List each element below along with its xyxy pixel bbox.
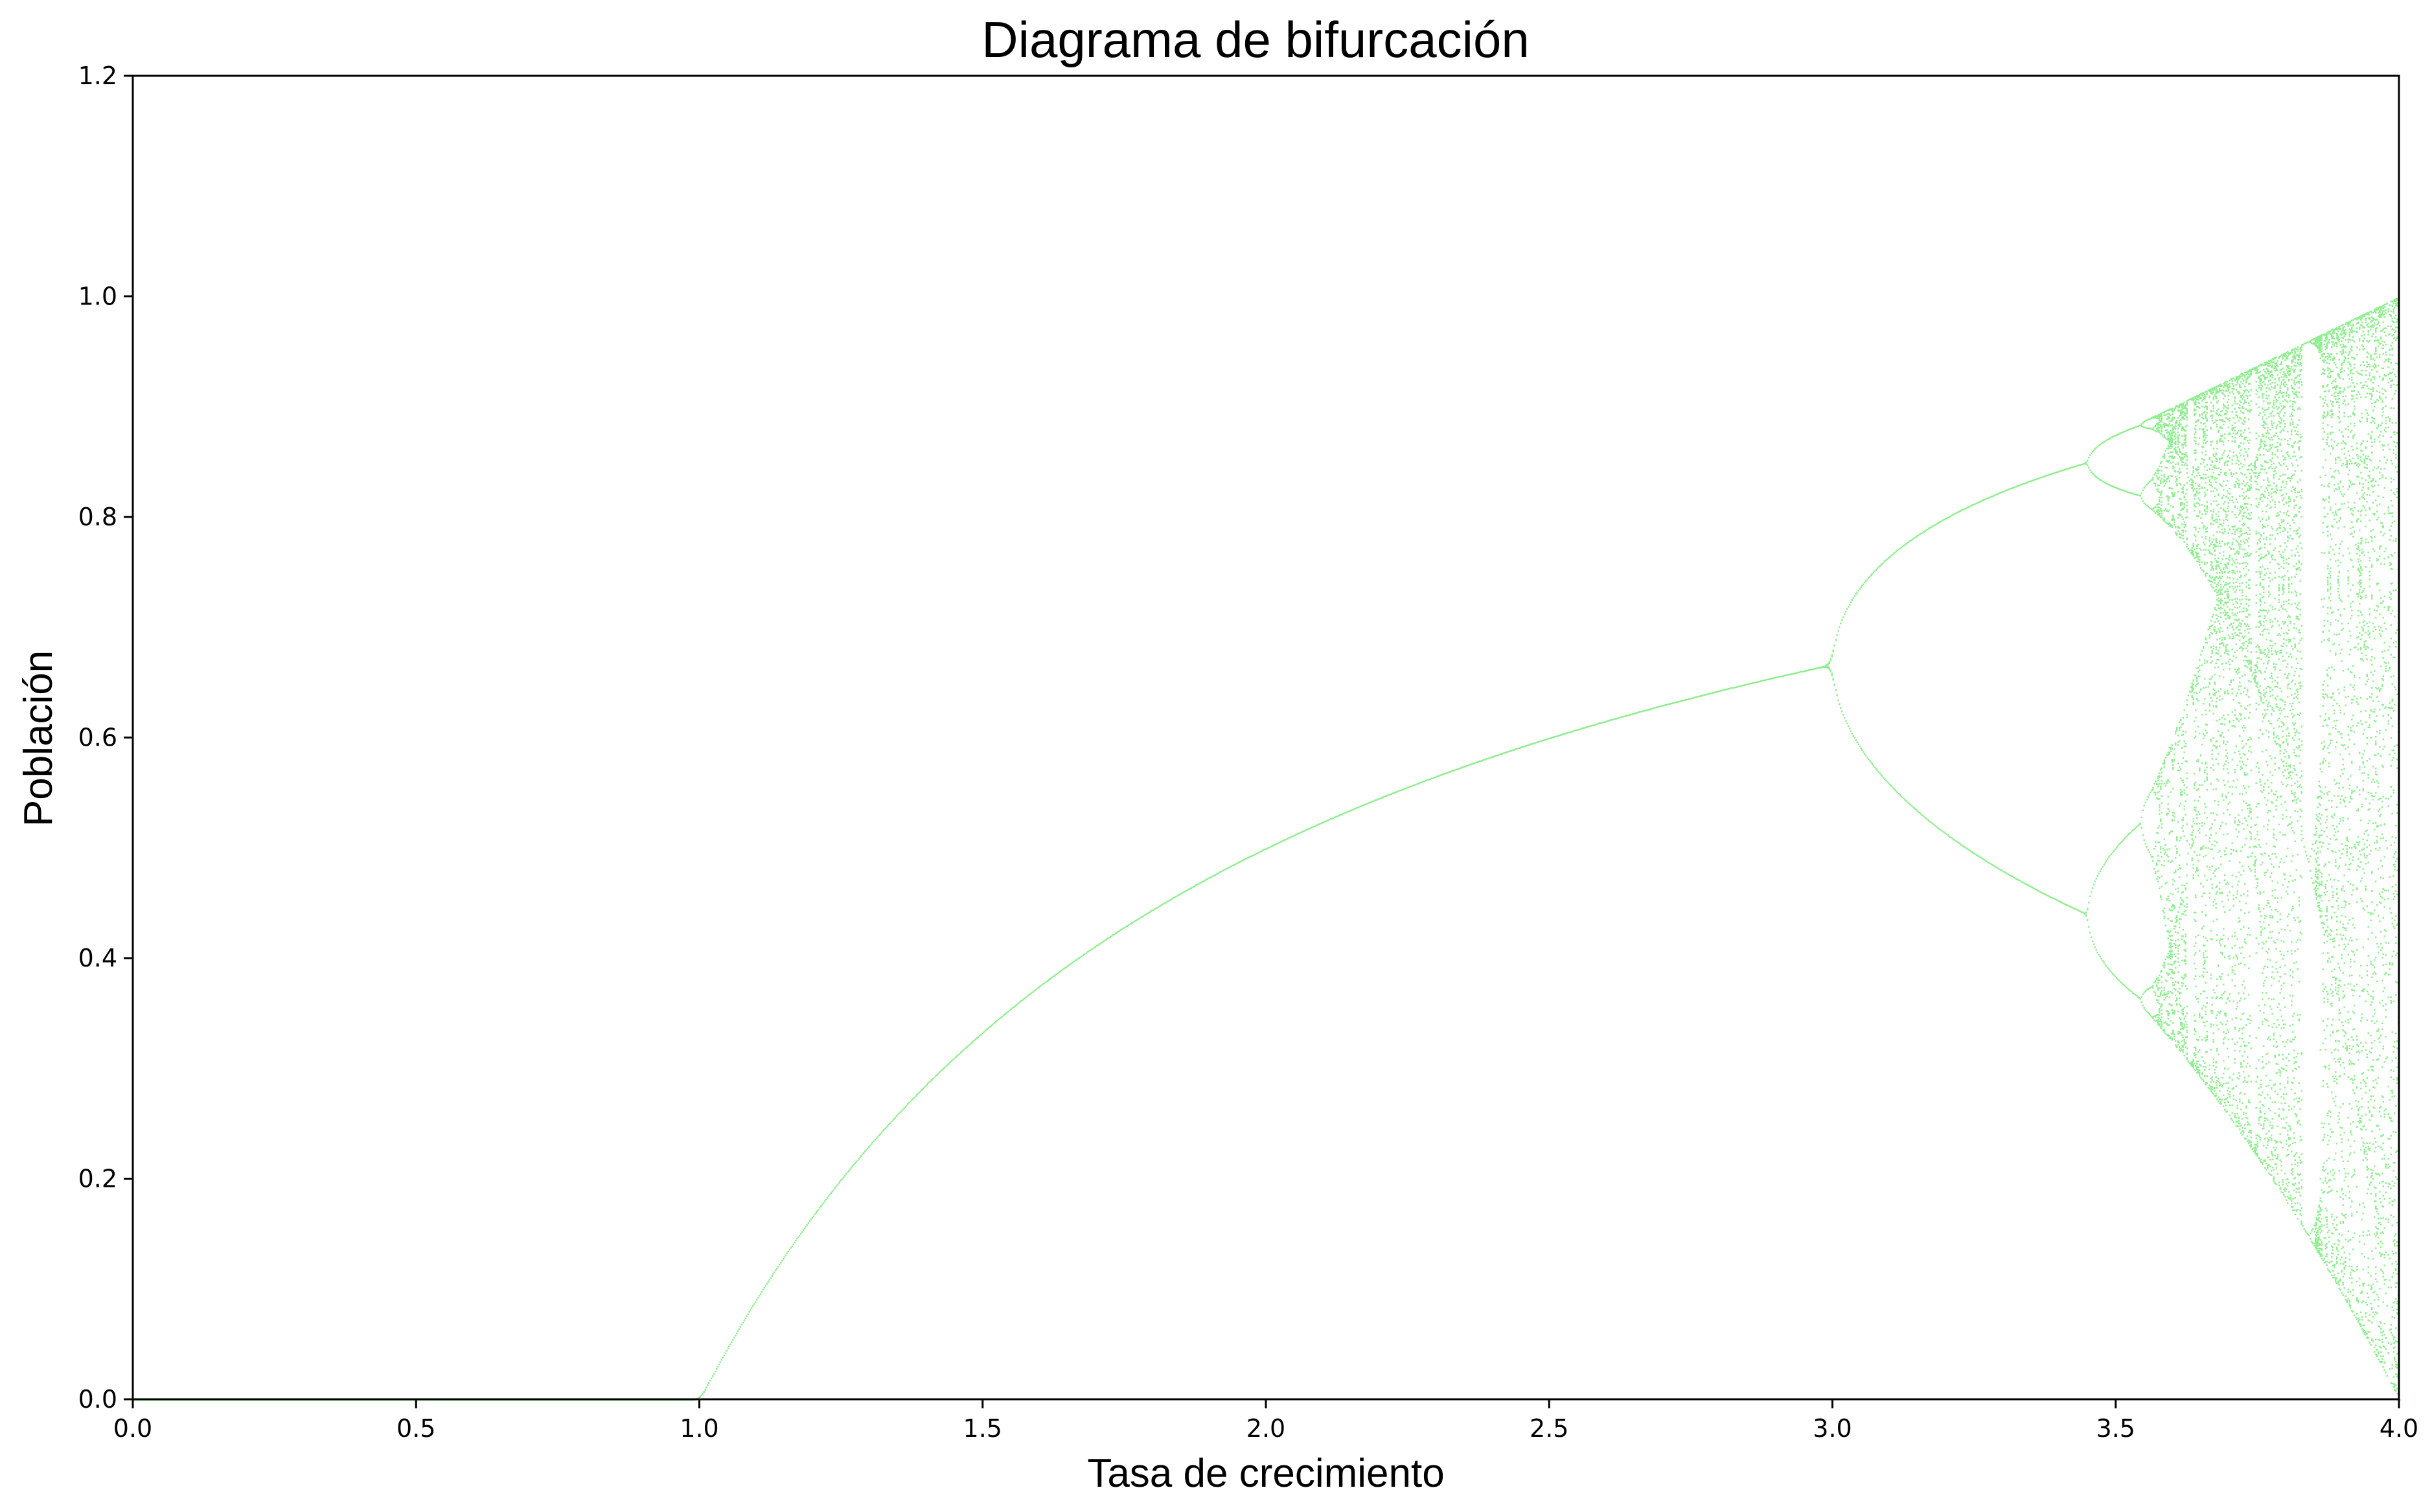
y-tick-label: 0.0 [78,1385,117,1414]
y-tick-label: 0.6 [78,724,117,752]
x-tick-label: 2.0 [1246,1414,1285,1443]
y-tick-label: 1.2 [78,62,117,90]
x-tick-label: 4.0 [2380,1414,2418,1443]
data-points [133,298,2401,1401]
x-tick-label: 0.0 [113,1414,152,1443]
y-tick-label: 1.0 [78,282,117,311]
x-tick-label: 1.5 [963,1414,1002,1443]
y-tick-label: 0.4 [78,944,117,972]
x-axis-label: Tasa de crecimiento [1087,1451,1444,1496]
x-axis: 0.0 0.5 1.0 1.5 2.0 2.5 3.0 3.5 4.0 [113,1399,2418,1443]
chart-title: Diagrama de bifurcación [981,11,1529,68]
plot-frame [132,74,2400,1401]
bifurcation-points [133,298,2401,1401]
x-tick-label: 3.0 [1813,1414,1852,1443]
y-tick-label: 0.8 [78,503,117,531]
x-tick-label: 1.0 [680,1414,718,1443]
y-tick-label: 0.2 [78,1165,117,1193]
x-tick-label: 0.5 [396,1414,435,1443]
y-axis-label: Población [16,650,61,827]
x-tick-label: 2.5 [1530,1414,1568,1443]
x-tick-label: 3.5 [2096,1414,2135,1443]
y-axis: 0.0 0.2 0.4 0.6 0.8 1.0 1.2 [78,62,133,1414]
